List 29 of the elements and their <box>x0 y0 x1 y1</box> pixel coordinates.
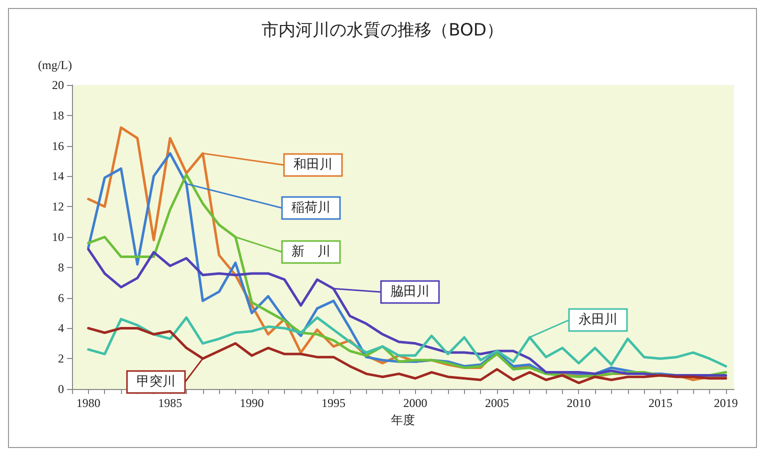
x-tick-label: 1995 <box>322 396 346 410</box>
y-tick-label: 16 <box>52 138 64 153</box>
y-tick-label: 8 <box>58 260 64 274</box>
text: 和田川 <box>294 158 332 172</box>
y-tick-label: 12 <box>52 200 64 214</box>
legend-label: 新 川 <box>292 244 330 260</box>
y-tick-label: 10 <box>52 230 64 244</box>
x-tick-label: 2010 <box>566 396 591 410</box>
y-axis-title: (mg/L) <box>38 58 72 72</box>
x-axis-title: 年度 <box>391 412 415 427</box>
x-tick-label: 2019 <box>714 396 738 410</box>
legend-label: 永田川 <box>578 312 618 328</box>
y-tick-label: 4 <box>58 321 64 336</box>
x-tick-label: 1980 <box>76 396 100 410</box>
x-tick-label: 2005 <box>484 396 509 410</box>
chart-title: 市内河川の水質の推移（BOD） <box>262 20 504 40</box>
y-tick-label: 2 <box>58 352 64 366</box>
y-tick-label: 6 <box>58 290 64 305</box>
text: 甲突川 <box>136 374 176 390</box>
y-tick-label: 0 <box>58 382 64 396</box>
x-tick-label: 2000 <box>403 396 428 410</box>
legend-label: 脇田川 <box>390 284 430 300</box>
x-tick-label: 2015 <box>648 396 672 410</box>
x-tick-label: 1990 <box>240 396 264 410</box>
y-tick-label: 18 <box>52 108 64 122</box>
y-tick-label: 14 <box>52 169 64 184</box>
text: 稲荷川 <box>292 200 330 216</box>
y-tick-label: 20 <box>52 78 64 92</box>
x-tick-label: 1985 <box>158 396 182 410</box>
